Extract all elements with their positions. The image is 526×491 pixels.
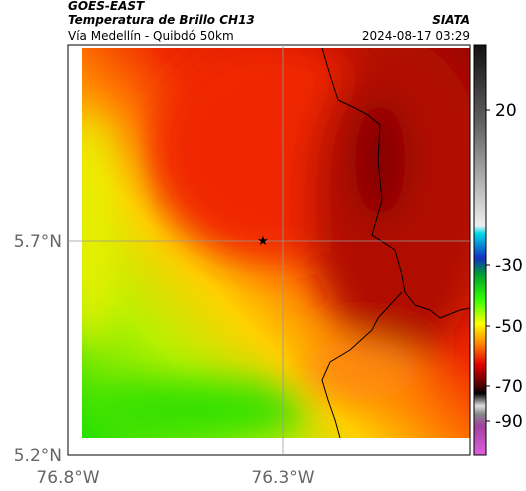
location-marker: ★ bbox=[257, 234, 269, 249]
subtitle: Temperatura de Brillo CH13 bbox=[68, 13, 255, 27]
borders bbox=[321, 47, 471, 439]
satellite-image bbox=[82, 48, 470, 438]
colorbar-label: -50 bbox=[495, 317, 523, 337]
colorbar-label: -90 bbox=[495, 412, 523, 432]
source: SIATA bbox=[432, 13, 470, 27]
colorbar-label: -30 bbox=[495, 256, 523, 276]
map-frame bbox=[67, 44, 471, 456]
datetime: 2024-08-17 03:29 bbox=[362, 29, 470, 43]
lat-label: 5.7°N bbox=[14, 232, 62, 252]
colorbar bbox=[473, 44, 487, 456]
colorbar-label: 20 bbox=[495, 101, 517, 121]
lon-label: 76.8°W bbox=[36, 468, 99, 488]
region: Vía Medellín - Quibdó 50km bbox=[68, 29, 234, 43]
lat-label: 5.2°N bbox=[14, 446, 62, 466]
colorbar-label: -70 bbox=[495, 377, 523, 397]
colorbar-ticks bbox=[486, 109, 490, 422]
title: GOES-EAST bbox=[68, 0, 145, 13]
lon-label: 76.3°W bbox=[251, 468, 314, 488]
